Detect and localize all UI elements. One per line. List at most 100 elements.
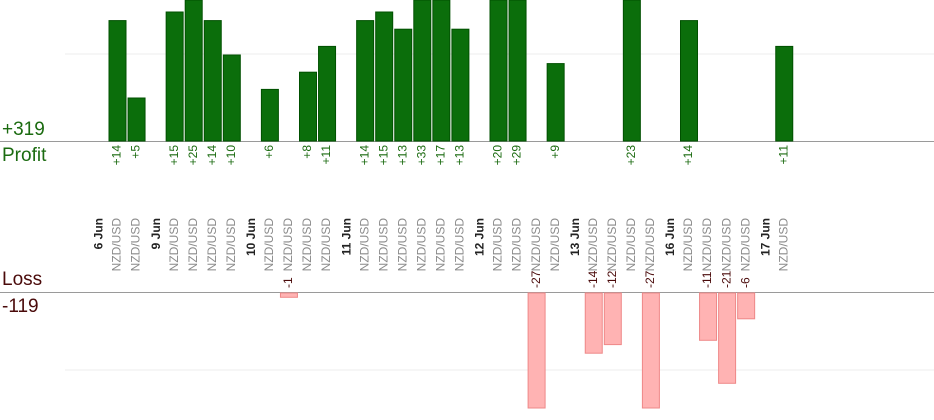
instrument-label: NZD/USD bbox=[319, 218, 333, 272]
instrument-label: NZD/USD bbox=[738, 218, 752, 272]
profit-bar bbox=[127, 97, 146, 142]
profit-value-label: +23 bbox=[624, 145, 638, 166]
instrument-label: NZD/USD bbox=[186, 218, 200, 272]
profit-bar bbox=[299, 71, 317, 142]
loss-bar bbox=[584, 292, 603, 354]
profit-value-label: +25 bbox=[186, 145, 200, 166]
instrument-label: NZD/USD bbox=[300, 218, 314, 272]
instrument-label: NZD/USD bbox=[605, 218, 619, 272]
loss-bar bbox=[699, 292, 718, 341]
profit-total: +319 bbox=[2, 119, 45, 140]
profit-bar bbox=[165, 11, 184, 142]
loss-bar bbox=[737, 292, 756, 320]
instrument-label: NZD/USD bbox=[376, 218, 390, 272]
date-label: 9 Jun bbox=[149, 218, 163, 249]
profit-value-label: +14 bbox=[205, 145, 219, 166]
instrument-label: NZD/USD bbox=[719, 218, 733, 272]
instrument-label: NZD/USD bbox=[357, 218, 371, 272]
date-label: 10 Jun bbox=[244, 218, 258, 256]
instrument-label: NZD/USD bbox=[262, 218, 276, 272]
profit-value-label: +14 bbox=[357, 145, 371, 166]
profit-value-label: +8 bbox=[300, 145, 314, 159]
date-label: 17 Jun bbox=[758, 218, 772, 256]
profit-bar bbox=[546, 63, 565, 142]
instrument-label: NZD/USD bbox=[434, 218, 448, 272]
instrument-label: NZD/USD bbox=[548, 218, 562, 272]
date-label: 11 Jun bbox=[339, 218, 353, 255]
loss-bar bbox=[527, 292, 546, 409]
instrument-label: NZD/USD bbox=[395, 218, 409, 272]
instrument-label: NZD/USD bbox=[129, 218, 143, 272]
profit-bar bbox=[184, 0, 203, 142]
profit-label: Profit bbox=[2, 145, 47, 166]
profit-value-label: +10 bbox=[224, 145, 238, 166]
instrument-label: NZD/USD bbox=[281, 218, 295, 272]
loss-value-label: -21 bbox=[719, 270, 733, 288]
profit-bar bbox=[508, 0, 527, 142]
instrument-label: NZD/USD bbox=[643, 218, 657, 272]
loss-bar bbox=[641, 292, 660, 409]
instrument-label: NZD/USD bbox=[491, 218, 505, 272]
profit-bar bbox=[413, 0, 432, 142]
profit-bar bbox=[356, 20, 375, 142]
instrument-label: NZD/USD bbox=[700, 218, 714, 272]
loss-value-label: -12 bbox=[605, 270, 619, 288]
date-label: 6 Jun bbox=[92, 218, 106, 249]
profit-value-label: +11 bbox=[319, 145, 333, 165]
profit-bar bbox=[222, 54, 241, 142]
loss-total: -119 bbox=[2, 296, 39, 317]
instrument-label: NZD/USD bbox=[414, 218, 428, 272]
instrument-label: NZD/USD bbox=[110, 218, 124, 272]
loss-value-label: -1 bbox=[281, 277, 295, 288]
profit-bar bbox=[108, 20, 127, 142]
profit-bar bbox=[451, 28, 470, 142]
loss-label: Loss bbox=[2, 269, 43, 290]
profit-bar bbox=[680, 20, 698, 142]
profit-bar bbox=[375, 11, 394, 142]
instrument-label: NZD/USD bbox=[681, 218, 695, 272]
instrument-label: NZD/USD bbox=[529, 218, 543, 272]
instrument-label: NZD/USD bbox=[624, 218, 638, 272]
profit-value-label: +13 bbox=[453, 145, 467, 166]
instrument-label: NZD/USD bbox=[510, 218, 524, 272]
instrument-label: NZD/USD bbox=[453, 218, 467, 272]
profit-value-label: +11 bbox=[776, 145, 790, 165]
profit-value-label: +29 bbox=[510, 145, 524, 166]
date-label: 16 Jun bbox=[663, 218, 677, 256]
profit-bar bbox=[203, 20, 222, 142]
profit-value-label: +5 bbox=[129, 145, 143, 159]
loss-bar bbox=[279, 292, 298, 298]
loss-value-label: -27 bbox=[643, 270, 657, 288]
loss-value-label: -6 bbox=[738, 277, 752, 288]
loss-value-label: -11 bbox=[700, 271, 714, 288]
profit-bar bbox=[318, 45, 337, 142]
loss-bar bbox=[718, 292, 737, 384]
loss-bar bbox=[603, 292, 622, 346]
profit-value-label: +15 bbox=[167, 145, 181, 166]
date-label: 12 Jun bbox=[473, 218, 487, 256]
profit-bar bbox=[432, 0, 451, 142]
profit-bar bbox=[775, 45, 794, 142]
profit-value-label: +17 bbox=[434, 145, 448, 166]
instrument-label: NZD/USD bbox=[586, 218, 600, 272]
profit-value-label: +15 bbox=[376, 145, 390, 166]
profit-bar bbox=[394, 28, 413, 142]
profit-bar bbox=[622, 0, 641, 142]
loss-value-label: -14 bbox=[586, 270, 600, 288]
profit-value-label: +14 bbox=[110, 145, 124, 166]
profit-bar bbox=[260, 88, 279, 142]
loss-value-label: -27 bbox=[529, 270, 543, 288]
profit-bar bbox=[489, 0, 508, 142]
instrument-label: NZD/USD bbox=[205, 218, 219, 272]
profit-value-label: +14 bbox=[681, 145, 695, 166]
profit-value-label: +33 bbox=[414, 145, 428, 166]
profit-value-label: +13 bbox=[395, 145, 409, 166]
profit-value-label: +6 bbox=[262, 145, 276, 159]
instrument-label: NZD/USD bbox=[224, 218, 238, 272]
profit-value-label: +9 bbox=[548, 145, 562, 159]
date-label: 13 Jun bbox=[568, 218, 582, 256]
instrument-label: NZD/USD bbox=[167, 218, 181, 272]
instrument-label: NZD/USD bbox=[776, 218, 790, 272]
profit-value-label: +20 bbox=[491, 145, 505, 166]
